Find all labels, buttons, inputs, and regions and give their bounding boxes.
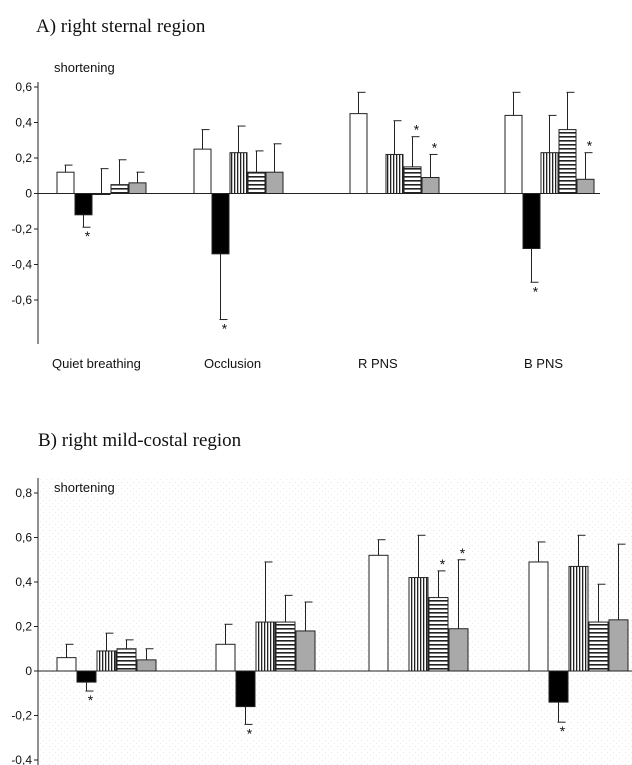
panel-b-bar-vertical [96,650,117,672]
panel-b-significance-star: * [440,556,446,572]
panel-a-y-tick-label: 0,6 [15,80,32,94]
panel-b-bar-white [56,657,77,672]
panel-b-y-tick-label: -0,2 [11,709,32,723]
panel-b-bar-white [368,554,389,672]
panel-a-bars: * * * * * * [56,91,595,337]
panel-b-significance-star: * [560,723,566,739]
panel-a-significance-star: * [414,122,420,138]
panel-a-y-tick-label: 0,4 [15,116,32,130]
panel-b-significance-star: * [88,692,94,708]
panel-a-y-tick-label: 0 [25,187,32,201]
panel-b-bar-vertical [408,577,429,672]
panel-a-bar-white [193,148,212,194]
panel-b-bar-gray [448,628,469,672]
panel-a-bar-white [349,113,368,194]
panel-a-bar-horizontal [247,171,266,194]
panel-a-category-label: Occlusion [204,356,261,371]
panel-b-bars: * * * * * [56,534,629,741]
panel-a-bar-vertical [92,193,111,195]
panel-b-y-tick-label: 0 [25,664,32,678]
panel-b-bar-vertical [568,565,589,672]
panel-a-categories: Quiet breathing Occlusion R PNS B PNS [52,356,563,371]
panel-a-significance-star: * [533,283,539,299]
panel-a-title: A) right sternal region [36,16,206,37]
panel-a-bar-gray [265,171,284,194]
panel-a-significance-star: * [85,228,91,244]
panel-a-significance-star: * [432,139,438,155]
panel-b-bar-horizontal [588,621,609,672]
panel-b-bar-horizontal [275,621,296,672]
panel-b-y-tick-label: 0,4 [15,575,32,589]
panel-a-bar-horizontal [403,166,422,194]
panel-b-bar-white [215,643,236,672]
panel-a-bar-horizontal [558,129,577,195]
panel-a-significance-star: * [587,138,593,154]
panel-b-bar-black [548,670,569,703]
panel-b-bar-black [76,670,97,683]
panel-a-bar-white [56,171,75,194]
panel-a-bar-black [74,193,93,216]
panel-b-bar-gray [295,630,316,672]
panel-a-bar-gray [421,177,440,194]
panel-b-y-tick-label: 0,2 [15,620,32,634]
panel-a-bar-black [522,193,541,250]
panel-b-bar-horizontal [428,597,449,672]
panel-a-y-tick-label: -0,2 [11,222,32,236]
panel-a-bar-vertical [540,152,559,195]
panel-a-y-tick-label: -0,4 [11,258,32,272]
panel-a-y-tick-label: 0,2 [15,151,32,165]
panel-a-bar-white [504,114,523,194]
panel-a-category-label: Quiet breathing [52,356,141,371]
panel-a-y-tick-label: -0,6 [11,293,32,307]
panel-b-bar-vertical [255,621,276,672]
panel-a-y-axis-label: shortening [54,60,115,75]
panel-a-bar-vertical [229,152,248,195]
panel-b-y-tick-label: 0,8 [15,486,32,500]
panel-b-y-tick-label: 0,6 [15,531,32,545]
panel-b-title: B) right mild-costal region [38,430,242,451]
panel-a: A) right sternal region shortening 0,6 0,… [11,16,600,371]
panel-a-significance-star: * [222,321,228,337]
panel-b: B) right mild-costal region shortening 0… [11,430,632,765]
panel-a-bar-gray [576,178,595,195]
panel-a-category-label: B PNS [524,356,563,371]
panel-a-bar-black [211,193,230,255]
panel-b-y-axis-label: shortening [54,480,115,495]
panel-b-bar-white [528,561,549,672]
panel-b-bar-gray [608,619,629,672]
panel-a-bar-horizontal [110,184,129,194]
panel-a-bar-vertical [385,153,404,194]
panel-b-significance-star: * [247,725,253,741]
panel-b-significance-star: * [460,545,466,561]
panel-b-bar-black [235,670,256,708]
panel-a-bar-gray [128,182,147,195]
panel-b-bar-horizontal [116,648,137,672]
panel-b-y-tick-label: -0,4 [11,753,32,765]
panel-b-bar-gray [136,659,157,672]
panel-a-category-label: R PNS [358,356,398,371]
